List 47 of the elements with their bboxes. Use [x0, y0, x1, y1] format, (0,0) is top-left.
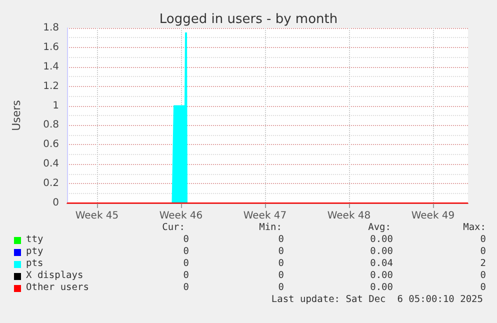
- x-tick-label: Week 46: [159, 210, 203, 222]
- chart-title: Logged in users - by month: [159, 12, 338, 27]
- legend-label: pts: [26, 258, 44, 269]
- y-tick-label: 0.2: [43, 178, 59, 190]
- x-tick-label: Week 45: [75, 210, 119, 222]
- text: 0: [183, 282, 189, 293]
- text: 0.00: [370, 234, 393, 245]
- x-tick-label: Week 49: [411, 210, 455, 222]
- text: 0: [278, 270, 284, 281]
- text: 0: [278, 234, 284, 245]
- text: 2: [480, 258, 486, 269]
- y-tick-label: 1: [52, 100, 59, 112]
- y-tick-label: 0: [52, 198, 59, 208]
- text: 0: [480, 246, 486, 257]
- legend-label: tty: [26, 234, 44, 245]
- text: 0: [183, 234, 189, 245]
- y-tick-label: 1.2: [43, 80, 59, 92]
- y-tick-label: 0.6: [43, 139, 59, 150]
- text: 0: [183, 258, 189, 269]
- legend-label: pty: [26, 246, 44, 257]
- text: 0.04: [370, 258, 393, 269]
- text: 0: [480, 270, 486, 281]
- legend-label: Other users: [26, 282, 89, 293]
- text: Cur:: [162, 222, 185, 233]
- y-tick-label: 0.4: [43, 158, 59, 170]
- text: Max:: [463, 222, 486, 233]
- text: 0: [480, 282, 486, 293]
- text: Avg:: [368, 222, 391, 233]
- text: 0: [183, 270, 189, 281]
- y-tick-label: 0.8: [43, 120, 59, 131]
- text: Min:: [259, 222, 282, 233]
- y-tick-label: 1.4: [43, 61, 59, 72]
- y-axis-title: Users: [10, 100, 23, 131]
- text: Last update: Sat Dec 6 05:00:10 2025: [271, 294, 483, 305]
- text: 0: [278, 258, 284, 269]
- text: 0: [278, 246, 284, 257]
- text: 0.00: [370, 246, 393, 257]
- text: 0: [278, 282, 284, 293]
- text: 0: [183, 246, 189, 257]
- y-tick-label: 1.6: [43, 42, 59, 53]
- x-tick-label: Week 48: [327, 210, 371, 222]
- text: 0.00: [370, 282, 393, 293]
- legend-label: X displays: [26, 270, 84, 281]
- y-tick-label: 1.8: [43, 22, 59, 34]
- x-tick-label: Week 47: [243, 210, 287, 222]
- text: 0.00: [370, 270, 393, 281]
- text: 0: [480, 234, 486, 245]
